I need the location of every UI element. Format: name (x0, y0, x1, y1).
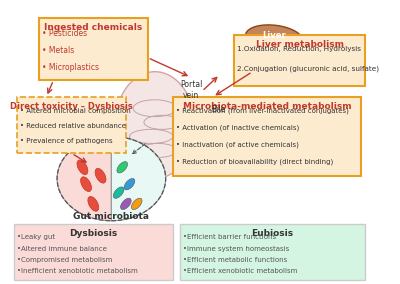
FancyBboxPatch shape (180, 224, 365, 280)
FancyBboxPatch shape (17, 97, 126, 153)
Text: •Leaky gut: •Leaky gut (16, 234, 55, 240)
Ellipse shape (117, 162, 128, 173)
Ellipse shape (124, 178, 135, 190)
Text: • Reduction of bioavailability (direct binding): • Reduction of bioavailability (direct b… (176, 159, 333, 165)
FancyBboxPatch shape (39, 18, 148, 80)
Text: •Compromised metabolism: •Compromised metabolism (16, 257, 112, 263)
Text: • Prevalence of pathogens: • Prevalence of pathogens (20, 138, 113, 144)
Text: •Efficient xenobiotic metabolism: •Efficient xenobiotic metabolism (183, 268, 298, 274)
Ellipse shape (77, 160, 88, 175)
Text: Eubiosis: Eubiosis (251, 229, 294, 238)
Text: Portal
vein: Portal vein (180, 80, 202, 100)
Text: Direct toxicity – Dysbiosis: Direct toxicity – Dysbiosis (10, 102, 133, 111)
Ellipse shape (120, 198, 131, 210)
Ellipse shape (81, 177, 92, 191)
Ellipse shape (131, 198, 142, 210)
Text: • Reduced relative abundance: • Reduced relative abundance (20, 123, 126, 129)
Text: Microbiota-mediated metabolism: Microbiota-mediated metabolism (183, 102, 351, 111)
Ellipse shape (95, 168, 106, 183)
Ellipse shape (246, 25, 303, 51)
Wedge shape (57, 136, 111, 221)
Text: • Microplastics: • Microplastics (42, 63, 99, 72)
Text: Gut microbiota: Gut microbiota (73, 212, 149, 221)
Text: Bile: Bile (211, 105, 225, 114)
Text: • Inactivation (of active chemicals): • Inactivation (of active chemicals) (176, 142, 299, 148)
FancyBboxPatch shape (14, 224, 173, 280)
Wedge shape (111, 136, 166, 221)
Ellipse shape (88, 197, 99, 211)
FancyBboxPatch shape (234, 35, 365, 86)
Text: • Pesticides: • Pesticides (42, 29, 87, 38)
Text: • Metals: • Metals (42, 46, 74, 55)
Ellipse shape (113, 187, 124, 198)
Ellipse shape (258, 49, 269, 58)
Text: Liver metabolism: Liver metabolism (256, 40, 344, 49)
Text: Ingested chemicals: Ingested chemicals (44, 23, 142, 32)
Text: •Efficient metabolic functions: •Efficient metabolic functions (183, 257, 287, 263)
Text: •Inefficient xenobiotic metabolism: •Inefficient xenobiotic metabolism (16, 268, 137, 274)
Text: 1.Oxidation, Reduction, Hydrolysis: 1.Oxidation, Reduction, Hydrolysis (237, 46, 361, 52)
Text: Dysbiosis: Dysbiosis (69, 229, 118, 238)
FancyBboxPatch shape (173, 97, 361, 176)
Ellipse shape (115, 72, 195, 179)
Text: •Immune system homeostasis: •Immune system homeostasis (183, 246, 289, 252)
Text: • Reactivation (from liver-inactivated conjugates): • Reactivation (from liver-inactivated c… (176, 108, 349, 114)
Text: • Altered microbial composition: • Altered microbial composition (20, 108, 131, 114)
Text: 2.Conjugation (glucuronic acid, sulfate): 2.Conjugation (glucuronic acid, sulfate) (237, 66, 379, 72)
Text: •Altered immune balance: •Altered immune balance (16, 246, 106, 252)
Text: •Efficient barrier functions: •Efficient barrier functions (183, 234, 276, 240)
Text: Liver: Liver (262, 31, 286, 40)
Text: • Activation (of inactive chemicals): • Activation (of inactive chemicals) (176, 125, 299, 131)
